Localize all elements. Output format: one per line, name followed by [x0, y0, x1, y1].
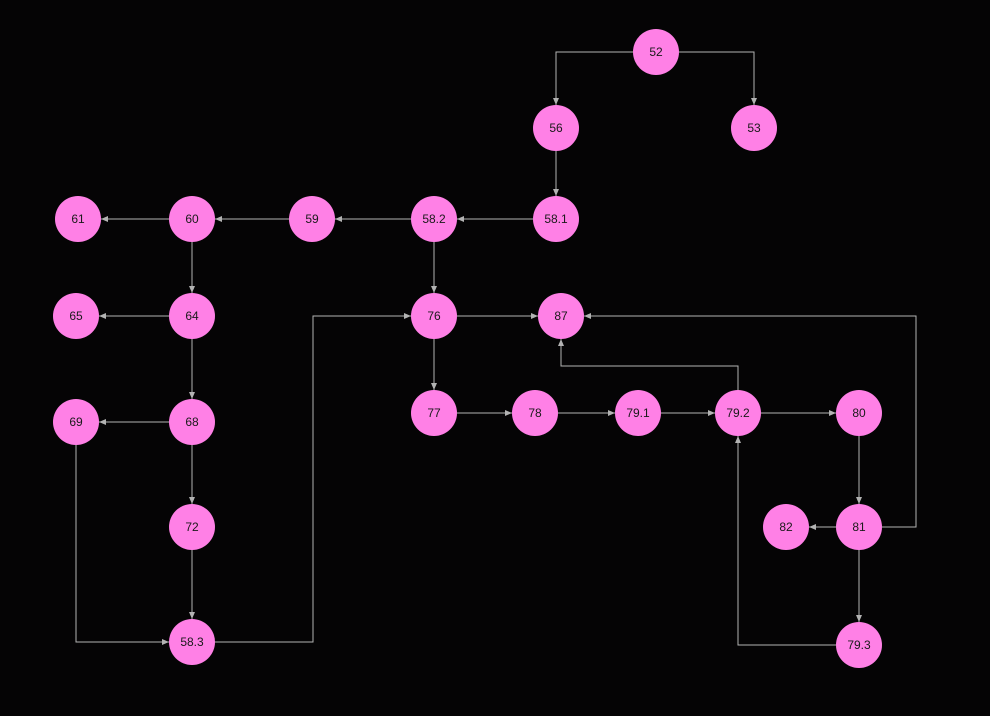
node-77: 77: [411, 390, 457, 436]
node-65: 65: [53, 293, 99, 339]
node-79_2: 79.2: [715, 390, 761, 436]
node-label: 64: [185, 309, 199, 323]
node-label: 76: [427, 309, 441, 323]
node-64: 64: [169, 293, 215, 339]
node-label: 65: [69, 309, 83, 323]
node-69: 69: [53, 399, 99, 445]
node-label: 58.1: [544, 212, 568, 226]
node-79_3: 79.3: [836, 622, 882, 668]
node-label: 58.2: [422, 212, 446, 226]
node-53: 53: [731, 105, 777, 151]
node-label: 61: [71, 212, 85, 226]
node-80: 80: [836, 390, 882, 436]
node-61: 61: [55, 196, 101, 242]
node-label: 68: [185, 415, 199, 429]
node-label: 80: [852, 406, 866, 420]
node-60: 60: [169, 196, 215, 242]
node-label: 58.3: [180, 635, 204, 649]
node-label: 81: [852, 520, 866, 534]
node-81: 81: [836, 504, 882, 550]
node-label: 82: [779, 520, 793, 534]
node-label: 77: [427, 406, 441, 420]
node-label: 79.1: [626, 406, 650, 420]
node-label: 60: [185, 212, 199, 226]
node-label: 56: [549, 121, 563, 135]
edge-81-to-87: [584, 313, 917, 528]
node-label: 78: [528, 406, 542, 420]
node-76: 76: [411, 293, 457, 339]
edge-52-to-53: [679, 51, 757, 105]
edge-79_2-to-87: [558, 339, 739, 390]
node-label: 87: [554, 309, 568, 323]
node-82: 82: [763, 504, 809, 550]
edge-69-to-58_3: [75, 445, 169, 645]
node-label: 79.3: [847, 638, 871, 652]
node-59: 59: [289, 196, 335, 242]
node-label: 52: [649, 45, 663, 59]
node-87: 87: [538, 293, 584, 339]
node-72: 72: [169, 504, 215, 550]
edge-58_3-to-76: [215, 313, 411, 643]
node-52: 52: [633, 29, 679, 75]
node-58_3: 58.3: [169, 619, 215, 665]
node-56: 56: [533, 105, 579, 151]
edge-52-to-56: [553, 51, 633, 105]
node-label: 53: [747, 121, 761, 135]
node-79_1: 79.1: [615, 390, 661, 436]
node-label: 79.2: [726, 406, 750, 420]
node-58_2: 58.2: [411, 196, 457, 242]
node-label: 69: [69, 415, 83, 429]
node-label: 72: [185, 520, 199, 534]
node-label: 59: [305, 212, 319, 226]
node-68: 68: [169, 399, 215, 445]
node-58_1: 58.1: [533, 196, 579, 242]
node-78: 78: [512, 390, 558, 436]
edge-79_3-to-79_2: [735, 436, 836, 646]
